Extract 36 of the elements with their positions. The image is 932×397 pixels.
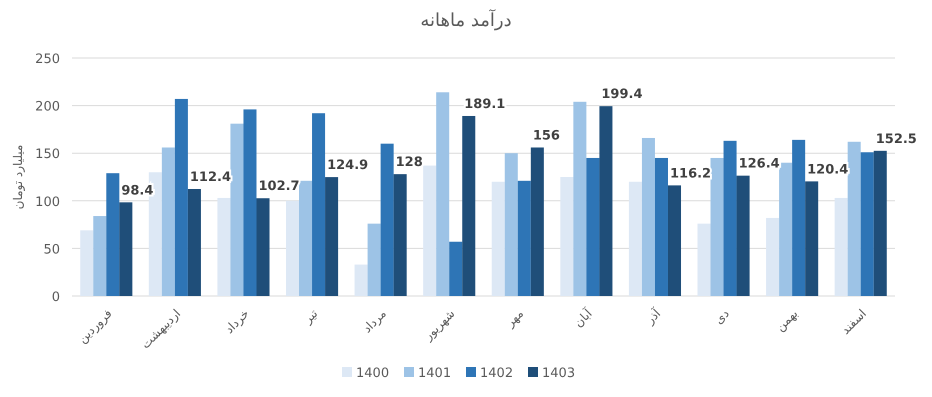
legend-label: 1400 <box>356 366 390 381</box>
x-tick-label: تیر <box>300 306 320 327</box>
x-tick-label: آبان <box>570 305 596 330</box>
data-label: 102.7 <box>258 179 300 194</box>
legend-label: 1401 <box>418 366 452 381</box>
data-label: 128 <box>396 155 423 170</box>
y-tick-label: 100 <box>35 194 60 210</box>
data-label: 112.4 <box>190 170 232 185</box>
x-tick-label: آذر <box>642 305 664 328</box>
data-label: 98.4 <box>121 183 154 198</box>
data-label: 189.1 <box>464 96 506 112</box>
y-tick-label: 250 <box>35 52 60 67</box>
legend-label: 1403 <box>542 366 576 381</box>
x-tick-label: مرداد <box>360 306 389 336</box>
x-tick-label: اسفند <box>838 306 870 338</box>
data-label: 199.4 <box>601 87 643 102</box>
x-tick-label: مهر <box>502 306 526 330</box>
x-tick-label: شهریور <box>420 306 458 344</box>
x-tick-label: دی <box>712 306 732 327</box>
y-tick-label: 200 <box>35 100 60 115</box>
x-tick-label: فروردین <box>75 306 115 346</box>
data-label: 116.2 <box>670 166 712 182</box>
x-tick-label: اردیبهشت <box>138 306 184 352</box>
data-label: 152.5 <box>876 132 917 147</box>
y-tick-label: 150 <box>35 147 60 162</box>
y-tick-label: 50 <box>43 242 60 258</box>
data-label: 156 <box>532 128 560 144</box>
legend-label: 1402 <box>480 366 514 381</box>
y-tick-label: 0 <box>52 290 60 305</box>
data-label: 126.4 <box>738 156 780 172</box>
y-axis-title: میلیارد تومان <box>11 144 25 210</box>
x-tick-label: خرداد <box>222 306 252 336</box>
x-tick-label: بهمن <box>772 306 800 334</box>
data-label: 120.4 <box>807 162 848 178</box>
chart-title: درآمد ماهانه <box>420 9 512 31</box>
data-label: 124.9 <box>327 158 368 174</box>
